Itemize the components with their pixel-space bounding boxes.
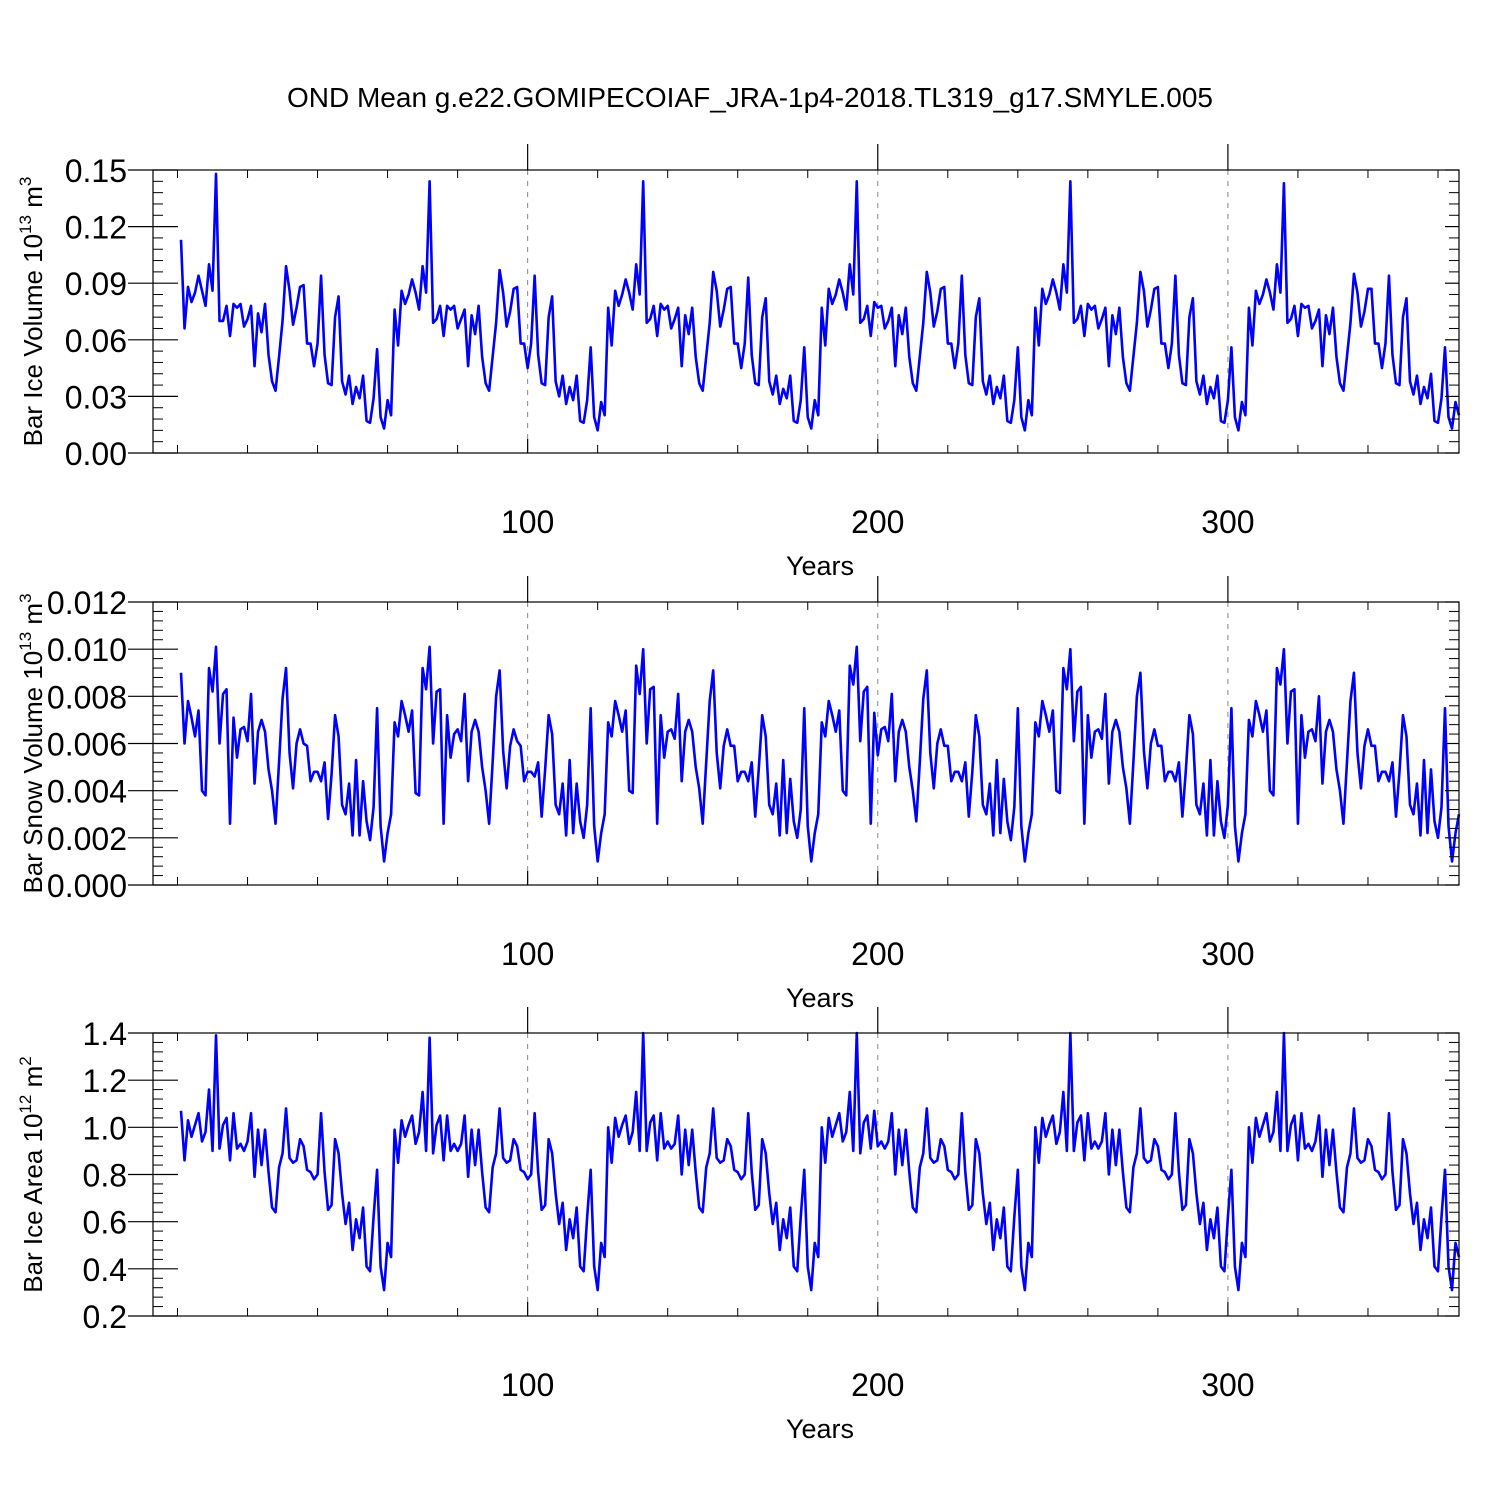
x-tick-label: 200 [851,504,904,540]
x-tick-label: 300 [1201,936,1254,972]
panel-2: 100 200 300 0.000 0.002 0.004 0.006 0.008 0.010 0… [16,576,1461,1013]
y-axis-title-base: Bar Snow Volume 10 [18,651,48,894]
panels: 100 200 300 0.00 0.03 0.06 0.09 0.12 0.15 Years Ba… [16,144,1461,1444]
series-line [179,645,1461,863]
x-axis-title: Years [786,983,854,1013]
y-axis-title-base: Bar Ice Volume 10 [18,234,48,446]
y-tick-label: 1.2 [83,1063,127,1099]
y-axis-title-unit: m [18,1066,48,1095]
series-line [179,1031,1461,1292]
y-axis-title: Bar Snow Volume 1013 m3 [16,593,48,893]
x-tick-label: 300 [1201,1367,1254,1403]
panel-1: 100 200 300 0.00 0.03 0.06 0.09 0.12 0.15 Years Ba… [16,144,1461,581]
y-axis-title-base: Bar Ice Area 10 [18,1114,48,1293]
series-line [179,172,1461,432]
y-axis-title-unit-exp: 2 [16,1056,35,1065]
y-axis-title-unit-exp: 3 [16,177,35,186]
y-axis-title-exp: 13 [16,215,35,234]
y-tick-label: 0.008 [47,679,127,715]
y-tick-label: 0.15 [65,153,127,189]
x-tick-label: 200 [851,1367,904,1403]
y-tick-label: 0.09 [65,266,127,302]
y-axis-title-unit: m [18,186,48,215]
x-tick-label: 100 [501,1367,554,1403]
y-axis-title-unit: m [18,603,48,632]
y-tick-label: 0.00 [65,436,127,472]
y-tick-label: 1.0 [83,1110,127,1146]
x-axis-title: Years [786,1414,854,1444]
y-axis-title-unit-exp: 3 [16,593,35,602]
chart-title: OND Mean g.e22.GOMIPECOIAF_JRA-1p4-2018.… [287,82,1213,113]
y-tick-label: 0.2 [83,1299,127,1335]
plot-frame [152,1032,1460,1317]
x-tick-label: 100 [501,504,554,540]
x-tick-label: 100 [501,936,554,972]
y-tick-label: 0.6 [83,1205,127,1241]
panel-3: 100 200 300 0.2 0.4 0.6 0.8 1.0 1.2 1.4 Years Bar I… [16,1007,1461,1444]
x-axis-title: Years [786,551,854,581]
y-tick-label: 0.010 [47,632,127,668]
plot-frame [152,169,1460,454]
y-tick-label: 1.4 [83,1016,127,1052]
y-tick-label: 0.03 [65,379,127,415]
y-axis-title-exp: 13 [16,632,35,651]
y-tick-label: 0.004 [47,774,127,810]
y-tick-label: 0.06 [65,323,127,359]
y-tick-label: 0.000 [47,868,127,904]
y-tick-label: 0.006 [47,727,127,763]
y-tick-label: 0.012 [47,585,127,621]
y-axis-title-exp: 12 [16,1095,35,1114]
y-tick-label: 0.002 [47,821,127,857]
y-tick-label: 0.8 [83,1158,127,1194]
y-tick-label: 0.4 [83,1252,127,1288]
y-axis-title: Bar Ice Volume 1013 m3 [16,177,48,447]
x-tick-label: 300 [1201,504,1254,540]
x-tick-label: 200 [851,936,904,972]
y-axis-title: Bar Ice Area 1012 m2 [16,1056,48,1293]
y-tick-label: 0.12 [65,210,127,246]
